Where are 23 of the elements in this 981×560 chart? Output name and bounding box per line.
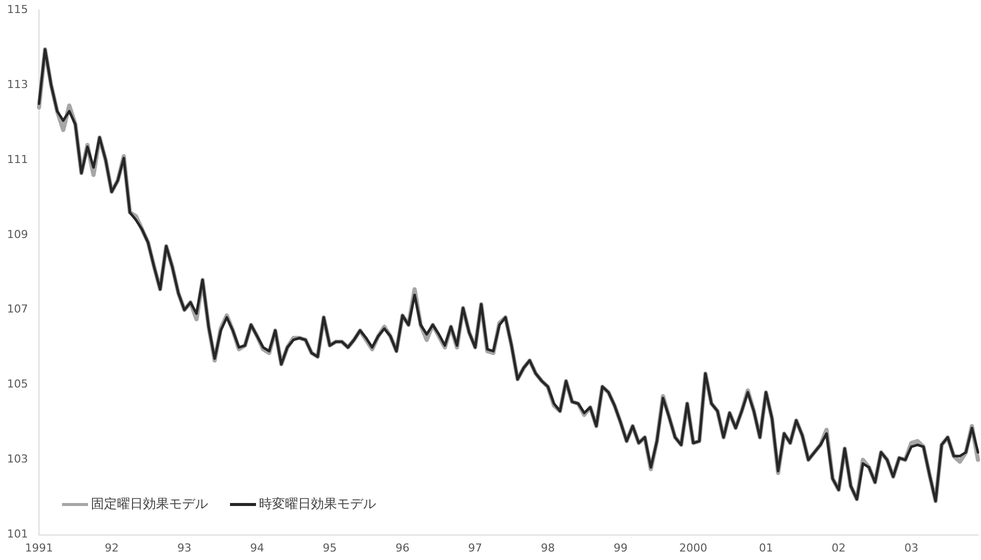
- y-tick-label: 115: [6, 2, 28, 16]
- y-tick-label: 101: [6, 528, 28, 541]
- legend-label: 時変曜日効果モデル: [259, 496, 376, 513]
- y-tick-label: 109: [6, 228, 28, 241]
- x-tick-label: 1991: [24, 541, 53, 554]
- y-tick-label: 111: [6, 152, 28, 166]
- x-tick-label: 99: [614, 541, 628, 554]
- y-tick-label: 113: [6, 78, 28, 91]
- x-tick-label: 97: [468, 541, 482, 554]
- x-tick-label: 95: [322, 541, 337, 554]
- x-tick-label: 03: [904, 541, 918, 554]
- x-tick-label: 93: [177, 541, 192, 554]
- x-tick-label: 98: [540, 541, 555, 554]
- legend-label: 固定曜日効果モデル: [91, 496, 208, 513]
- y-tick-label: 107: [6, 302, 28, 316]
- y-tick-label: 103: [6, 452, 28, 466]
- x-tick-label: 2000: [679, 541, 708, 554]
- x-tick-label: 94: [250, 541, 264, 554]
- y-tick-label: 105: [6, 378, 28, 391]
- x-tick-label: 96: [395, 541, 410, 554]
- x-tick-label: 92: [104, 541, 119, 554]
- x-tick-label: 01: [758, 541, 773, 554]
- x-tick-label: 02: [832, 541, 846, 554]
